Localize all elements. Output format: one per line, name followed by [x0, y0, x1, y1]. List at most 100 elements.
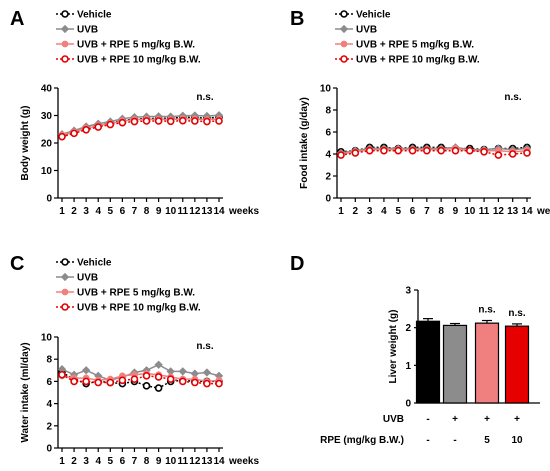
data-point [215, 379, 223, 388]
data-point [380, 146, 388, 155]
x-tick-label: 12 [493, 206, 505, 217]
series-1 [57, 111, 224, 139]
data-point [82, 126, 90, 134]
bar [442, 324, 468, 404]
condition-value: 10 [511, 435, 523, 446]
data-point [215, 117, 223, 125]
significance-label: n.s. [196, 92, 213, 103]
legend-marker [339, 24, 349, 34]
data-point [203, 379, 211, 388]
data-point [142, 117, 151, 125]
data-point [191, 378, 199, 387]
data-point [451, 146, 460, 155]
data-point [106, 378, 115, 387]
x-tick-label: 9 [453, 206, 459, 217]
x-tick-label: 13 [201, 456, 213, 467]
series-line [340, 146, 528, 153]
y-axis-label: Liver weight (g) [388, 310, 399, 384]
y-tick-label: 20 [41, 139, 53, 150]
y-tick-label: 0 [405, 399, 411, 410]
x-tick-label: 5 [108, 206, 114, 217]
legend-label: UVB [77, 25, 98, 36]
x-tick-label: 14 [213, 206, 225, 217]
x-tick-label: 7 [132, 456, 138, 467]
panel-C: C Vehicle UVB UVB + RPE 5 mg/kg B.W. UVB + R… [10, 253, 259, 467]
x-tick-label: 2 [353, 206, 359, 217]
y-tick-label: 2 [405, 323, 411, 334]
legend-label: Vehicle [356, 10, 391, 21]
legend-label: Vehicle [77, 258, 112, 269]
legend: Vehicle UVB UVB + RPE 5 mg/kg B.W. UVB + RP… [56, 10, 201, 66]
x-tick-label: 7 [132, 206, 138, 217]
data-point [351, 149, 360, 157]
x-tick-label: 7 [424, 206, 430, 217]
data-point [394, 146, 403, 155]
y-tick-label: 8 [46, 355, 52, 366]
data-point [58, 132, 66, 141]
x-tick-label: 6 [410, 206, 416, 217]
data-point [465, 146, 474, 155]
condition-row-label: RPE (mg/kg B.W.) [320, 435, 404, 446]
data-point [480, 148, 488, 156]
y-tick-label: 6 [46, 377, 52, 388]
data-point [178, 377, 187, 386]
data-point [203, 117, 211, 126]
data-point [408, 146, 417, 155]
y-tick-label: 0 [325, 194, 331, 205]
data-point [494, 151, 503, 159]
bar [415, 320, 441, 404]
condition-value: 5 [484, 435, 490, 446]
x-tick-label: 11 [479, 206, 490, 217]
condition-value: + [484, 414, 490, 425]
x-tick-label: 13 [507, 206, 519, 217]
data-point [178, 116, 187, 125]
panel-letter: C [10, 253, 24, 275]
legend-label: UVB + RPE 5 mg/kg B.W. [77, 40, 195, 51]
y-axis-label: Food intake (g/day) [299, 97, 310, 189]
legend-label: UVB + RPE 5 mg/kg B.W. [77, 288, 195, 299]
data-point [337, 151, 345, 159]
legend-marker [61, 10, 69, 18]
x-tick-label: 3 [83, 456, 89, 467]
x-tick-label: 14 [213, 456, 225, 467]
x-tick-label: 1 [59, 456, 65, 467]
data-point [70, 129, 78, 138]
x-tick-label: 14 [521, 206, 533, 217]
panel-letter: B [290, 8, 304, 30]
y-tick-label: 10 [41, 333, 53, 344]
data-point [178, 367, 187, 376]
y-tick-label: 4 [46, 399, 52, 410]
data-point [154, 384, 163, 392]
data-point [82, 377, 90, 386]
x-tick-label: 2 [71, 456, 77, 467]
legend-label: UVB + RPE 10 mg/kg B.W. [77, 303, 201, 314]
data-point [365, 146, 374, 155]
x-tick-label: 8 [144, 206, 150, 217]
data-point [154, 373, 163, 381]
x-tick-label: 11 [177, 456, 188, 467]
y-tick-label: 10 [320, 84, 332, 95]
series-line [340, 149, 528, 156]
y-tick-label: 6 [325, 128, 331, 139]
x-tick-label: 12 [189, 206, 201, 217]
data-point [94, 378, 103, 387]
y-tick-label: 4 [325, 150, 331, 161]
x-tick-label: 10 [165, 456, 177, 467]
data-point [154, 360, 163, 369]
x-tick-label: 8 [144, 456, 150, 467]
condition-value: - [426, 414, 429, 425]
x-tick-label: 9 [156, 456, 162, 467]
panel-D: D 0 1 2 3 Liver weight (g) n.s. n.s. UVB - + + + RPE … [290, 253, 540, 446]
x-axis-label: weeks [228, 206, 259, 217]
legend-label: UVB [77, 273, 98, 284]
panel-letter: A [10, 8, 24, 30]
condition-value: + [514, 414, 520, 425]
data-point [142, 372, 151, 380]
series-3 [58, 370, 223, 388]
x-tick-label: 2 [71, 206, 77, 217]
y-tick-label: 10 [41, 166, 53, 177]
x-tick-label: 5 [108, 456, 114, 467]
legend-label: Vehicle [77, 10, 112, 21]
data-point [508, 150, 517, 158]
x-tick-label: 1 [59, 206, 65, 217]
